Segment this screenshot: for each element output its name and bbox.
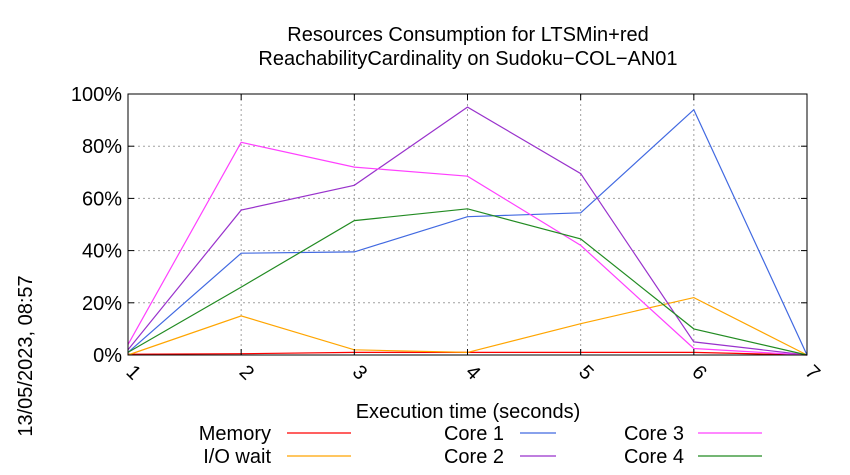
x-axis-ticks: 1 2 3 4 5 6 7 bbox=[122, 94, 824, 384]
x-tick-label: 4 bbox=[461, 361, 484, 384]
chart-title-line-1: Resources Consumption for LTSMin+red bbox=[287, 24, 648, 46]
y-tick-label: 0% bbox=[93, 345, 122, 367]
x-tick-label: 5 bbox=[574, 361, 597, 384]
x-tick-label: 7 bbox=[801, 361, 824, 384]
series-line-core-3 bbox=[127, 141, 808, 356]
grid-lines bbox=[128, 94, 807, 355]
x-axis-label: Execution time (seconds) bbox=[356, 401, 581, 423]
x-tick-label: 1 bbox=[122, 361, 145, 384]
y-tick-label: 80% bbox=[82, 136, 122, 158]
y-tick-label: 100% bbox=[71, 84, 122, 106]
y-tick-label: 40% bbox=[82, 241, 122, 263]
legend-label-core-4: Core 4 bbox=[624, 446, 684, 468]
series-line-i-o-wait bbox=[127, 296, 808, 356]
y-tick-label: 20% bbox=[82, 293, 122, 315]
series-line-core-1 bbox=[127, 108, 808, 356]
timestamp-label: 13/05/2023, 08:57 bbox=[15, 275, 37, 436]
legend-label-core-2: Core 2 bbox=[444, 446, 504, 468]
series-line-core-2 bbox=[127, 106, 808, 356]
x-tick-label: 6 bbox=[687, 361, 710, 384]
x-tick-label: 3 bbox=[348, 361, 371, 384]
legend-label-core-3: Core 3 bbox=[624, 423, 684, 445]
legend-label-core-1: Core 1 bbox=[444, 423, 504, 445]
y-axis-ticks: 0% 20% 40% 60% 80% 100% bbox=[71, 84, 807, 367]
series-line-core-4 bbox=[127, 208, 808, 356]
chart-title-line-2: ReachabilityCardinality on Sudoku−COL−AN… bbox=[258, 48, 677, 70]
legend-label-i-o-wait: I/O wait bbox=[203, 446, 271, 468]
y-tick-label: 60% bbox=[82, 188, 122, 210]
x-tick-label: 2 bbox=[235, 361, 258, 384]
legend-label-memory: Memory bbox=[199, 423, 271, 445]
